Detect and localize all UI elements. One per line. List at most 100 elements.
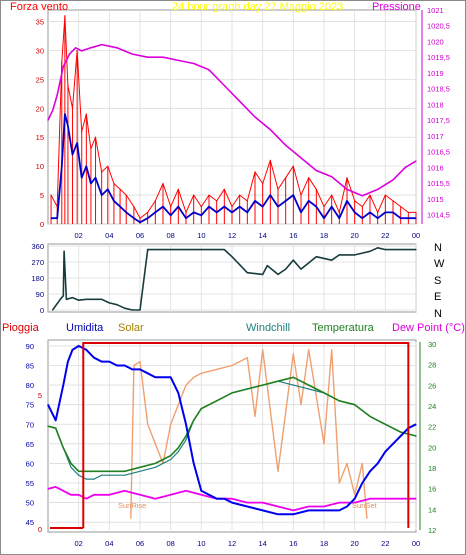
- temp-y-tick: 22: [428, 423, 436, 432]
- direction-line-point: [101, 298, 103, 300]
- x-tick-label: 16: [289, 231, 297, 240]
- legend-temperature: Temperatura: [312, 322, 375, 334]
- windavg-line-point: [61, 165, 63, 167]
- pressure-line-point: [101, 44, 103, 46]
- direction-line-point: [231, 256, 233, 258]
- temperature-line-point: [246, 388, 248, 390]
- solar-line-point: [300, 404, 302, 406]
- x-tick-label: 14: [258, 231, 266, 240]
- humidity-y-tick: 45: [26, 518, 34, 527]
- humidity-line-point: [338, 509, 340, 511]
- x-tick-label: 12: [228, 539, 236, 548]
- windavg-line-point: [292, 194, 294, 196]
- windavg-line-point: [113, 200, 115, 202]
- gust-line-point: [76, 49, 78, 52]
- gust-line-point: [185, 211, 187, 213]
- rain-y-tick: 0: [38, 525, 42, 534]
- solar-line-point: [177, 404, 179, 406]
- gust-line-point: [208, 194, 210, 196]
- gust-line-point: [308, 177, 310, 179]
- gust-line-point: [85, 113, 87, 115]
- legend-rain: Pioggia: [2, 322, 40, 334]
- temperature-line-point: [292, 376, 294, 378]
- gust-line-point: [377, 211, 379, 213]
- windavg-line-point: [277, 206, 279, 208]
- direction-y-tick: 90: [36, 290, 44, 299]
- rain-line: [82, 342, 410, 528]
- gust-line-point: [170, 206, 172, 208]
- pressure-line-point: [52, 110, 54, 112]
- temperature-line-point: [384, 423, 386, 425]
- windavg-line-point: [285, 200, 287, 202]
- windavg-line-point: [76, 142, 78, 144]
- windavg-line-point: [64, 113, 66, 115]
- windchill-line-point: [85, 478, 87, 480]
- x-tick-label: 06: [136, 539, 144, 548]
- pressure-line-point: [239, 100, 241, 102]
- dewpoint-line-point: [93, 494, 95, 496]
- pressure-line-point: [68, 53, 71, 55]
- humidity-line-point: [162, 376, 164, 378]
- windavg-line-point: [308, 200, 310, 202]
- humidity-y-tick: 80: [26, 381, 34, 390]
- dewpoint-line-point: [185, 490, 187, 492]
- pressure-line-point: [90, 47, 92, 49]
- compass-e: E: [434, 291, 441, 303]
- dewpoint-line-point: [338, 502, 340, 504]
- wind-y-tick: 15: [36, 133, 44, 142]
- direction-line-point: [185, 249, 187, 251]
- gust-line-point: [200, 206, 202, 208]
- gust-line-point: [125, 194, 127, 196]
- series-pressure: [47, 43, 417, 197]
- pressure-line-point: [269, 129, 271, 131]
- series-humidity: [47, 344, 417, 516]
- humidity-line-point: [262, 509, 264, 511]
- wind-y-tick: 20: [36, 104, 44, 113]
- pressure-line-point: [315, 169, 317, 172]
- temperature-line-point: [170, 455, 172, 457]
- dewpoint-line-point: [262, 502, 264, 504]
- temperature-line-point: [308, 384, 310, 386]
- pressure-line-point: [331, 176, 333, 178]
- dewpoint-line-point: [415, 498, 417, 500]
- gust-line-point: [231, 206, 233, 208]
- compass-n: N: [434, 242, 442, 254]
- windavg-line-point: [185, 217, 187, 219]
- gust-line-point: [64, 15, 66, 17]
- dewpoint-line-point: [277, 505, 279, 508]
- gust-line-point: [239, 194, 241, 196]
- windavg-line-point: [147, 217, 149, 219]
- wind-axis-label: Forza vento: [10, 1, 68, 13]
- gust-line-point: [392, 200, 394, 202]
- pressure-line-point: [162, 56, 164, 58]
- x-tick-label: 02: [74, 231, 82, 240]
- x-tick-label: 08: [166, 231, 174, 240]
- pressure-y-tick: 1020: [427, 37, 444, 46]
- humidity-line-point: [277, 513, 279, 515]
- windavg-line-point: [162, 206, 164, 208]
- temperature-line-point: [177, 447, 179, 449]
- solar-line-point: [231, 364, 233, 367]
- temperature-line-point: [55, 427, 57, 429]
- temp-y-tick: 14: [428, 505, 436, 514]
- pressure-line-point: [223, 84, 225, 87]
- gust-line-point: [61, 61, 63, 63]
- humidity-line-point: [67, 361, 69, 363]
- direction-y-tick: 270: [31, 258, 44, 267]
- humidity-line-point: [346, 505, 348, 508]
- dewpoint-line-point: [246, 502, 248, 504]
- dewpoint-line-point: [101, 494, 103, 496]
- pressure-line-point: [177, 59, 179, 62]
- windchill-line-point: [78, 474, 80, 476]
- temperature-line-point: [338, 400, 340, 402]
- compass-n: N: [434, 308, 442, 320]
- humidity-line-point: [231, 502, 233, 504]
- legend-dewpoint: Dew Point (°C): [392, 322, 465, 334]
- windavg-line-point: [170, 214, 172, 216]
- humidity-line-point: [185, 423, 187, 425]
- direction-line-point: [285, 268, 287, 270]
- humidity-line-point: [223, 498, 225, 500]
- direction-line-point: [292, 259, 294, 261]
- windavg-line-point: [239, 206, 241, 208]
